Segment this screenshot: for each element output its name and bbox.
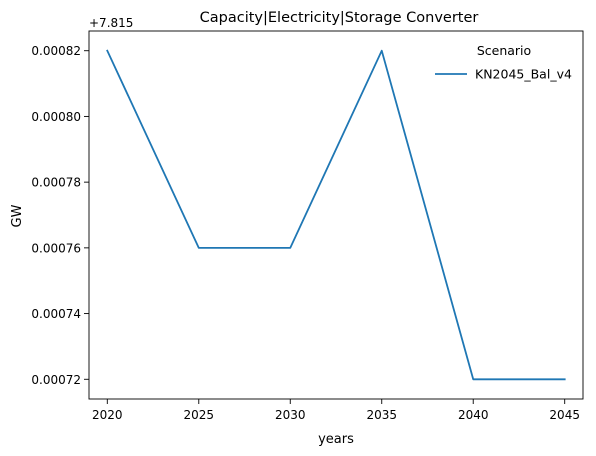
legend: Scenario KN2045_Bal_v4	[435, 43, 572, 82]
y-tick-label: 0.00076	[31, 241, 81, 255]
series-layer	[106, 49, 566, 381]
y-tick-label: 0.00080	[31, 110, 81, 124]
y-axis-label: GW	[10, 204, 25, 227]
y-tick-label: 0.00082	[31, 44, 81, 58]
x-tick-label: 2045	[549, 408, 580, 422]
y-axis: 0.00072 0.00074 0.00076 0.00078 0.00080 0.000…	[31, 44, 89, 387]
x-tick-label: 2030	[275, 408, 306, 422]
x-tick-label: 2025	[184, 408, 215, 422]
legend-entry: KN2045_Bal_v4	[475, 67, 572, 82]
y-tick-label: 0.00078	[31, 176, 81, 190]
plot-area	[88, 30, 584, 400]
x-axis: 2020 2025 2030 2035 2040 2045	[92, 399, 580, 422]
legend-title: Scenario	[477, 43, 531, 58]
chart-title: Capacity|Electricity|Storage Converter	[200, 10, 479, 26]
x-axis-label: years	[318, 432, 354, 447]
x-tick-label: 2020	[92, 408, 123, 422]
y-tick-label: 0.00074	[31, 307, 81, 321]
y-offset-label: +7.815	[89, 16, 133, 30]
y-tick-label: 0.00072	[31, 373, 81, 387]
x-tick-label: 2035	[366, 408, 397, 422]
series-line-0	[106, 49, 566, 381]
x-tick-label: 2040	[458, 408, 489, 422]
